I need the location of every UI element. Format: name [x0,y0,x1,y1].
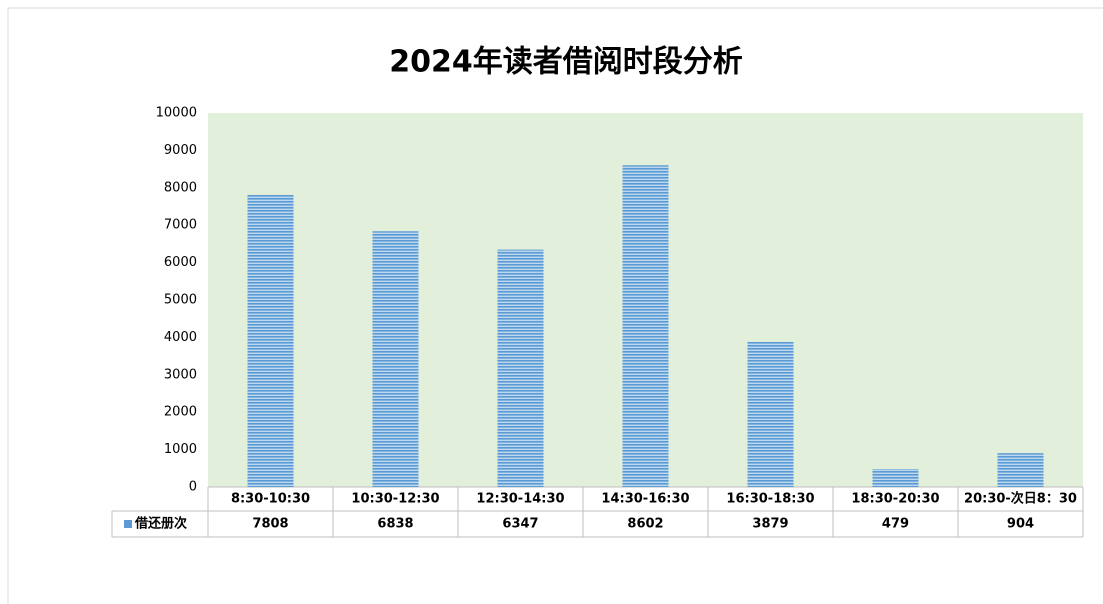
table-value: 6838 [377,517,413,532]
x-tick-label: 8:30-10:30 [231,492,310,507]
x-tick-label: 10:30-12:30 [351,492,439,507]
x-tick-label: 14:30-16:30 [601,492,689,507]
y-tick-label: 10000 [156,106,197,121]
table-value: 904 [1007,517,1034,532]
table-value: 7808 [252,517,288,532]
chart-title: 2024年读者借阅时段分析 [389,45,743,80]
y-tick-label: 2000 [164,405,197,420]
legend-label: 借还册次 [134,516,187,532]
y-tick-label: 7000 [164,218,197,233]
table-value: 8602 [627,517,663,532]
frame [7,7,1103,604]
bar [372,231,419,487]
x-tick-label: 16:30-18:30 [726,492,814,507]
y-tick-label: 3000 [164,367,197,382]
y-tick-label: 5000 [164,293,197,308]
x-tick-label: 20:30-次日8：30 [964,491,1077,507]
table-value: 3879 [752,517,788,532]
bar [622,165,669,487]
bar [247,194,294,487]
y-tick-label: 6000 [164,255,197,270]
y-tick-label: 8000 [164,180,197,195]
table-value: 6347 [502,517,538,532]
table-value: 479 [882,517,909,532]
bar [497,249,544,487]
y-tick-label: 4000 [164,330,197,345]
x-tick-label: 12:30-14:30 [476,492,564,507]
bar [747,341,794,487]
y-tick-label: 9000 [164,143,197,158]
y-tick-label: 0 [189,480,197,495]
bar [872,469,919,487]
x-tick-label: 18:30-20:30 [851,492,939,507]
legend-key [124,520,132,528]
y-tick-label: 1000 [164,442,197,457]
bar [997,453,1044,487]
